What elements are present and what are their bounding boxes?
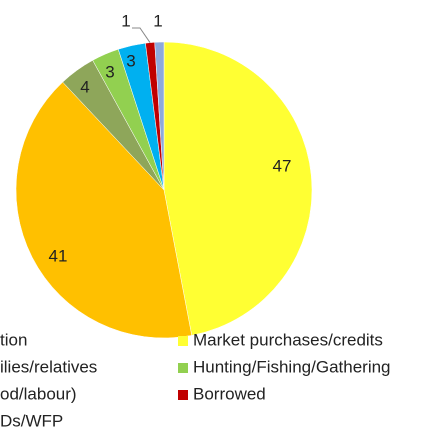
data-label: 3 [105,62,114,81]
legend-label: tion [0,330,27,349]
legend-label: Borrowed [193,384,266,403]
legend-marker [178,390,188,400]
legend-marker [178,363,188,373]
legend-label: ilies/relatives [0,357,97,376]
pie-slice [15,81,193,339]
data-label: 3 [126,51,135,70]
legend-label: Ds/WFP [0,411,63,430]
pie-slice [163,41,313,336]
data-label: 1 [121,11,130,30]
data-label: 4 [80,77,89,96]
legend-label: Market purchases/credits [193,330,383,349]
legend-label: od/labour) [0,384,77,403]
data-label: 47 [273,156,292,175]
data-label: 41 [49,246,68,265]
leader-line [132,27,151,43]
data-label: 1 [153,11,162,30]
legend-label: Hunting/Fishing/Gathering [193,357,391,376]
pie-slice [154,41,165,191]
legend-marker [178,336,188,346]
